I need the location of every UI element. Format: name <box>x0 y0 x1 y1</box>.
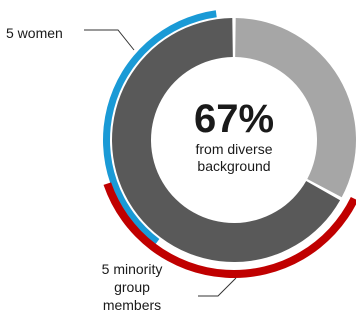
women-leader-line <box>84 29 135 51</box>
minority-arc <box>103 182 356 278</box>
highlight-arcs <box>103 10 356 278</box>
slice-diverse-background <box>111 18 341 263</box>
minority-annotation-line-2: group <box>114 279 150 295</box>
women-arc <box>103 10 217 245</box>
center-caption-line-1: from diverse <box>195 141 272 157</box>
women-annotation: 5 women <box>6 25 63 41</box>
minority-leader-line <box>198 277 237 297</box>
minority-annotation-line-1: 5 minority <box>102 261 163 277</box>
center-caption-line-2: background <box>197 158 270 174</box>
leader-lines <box>84 29 237 297</box>
slice-other <box>235 18 356 198</box>
donut-slices <box>111 18 356 263</box>
minority-annotation-line-3: members <box>103 297 161 313</box>
center-value: 67% <box>194 97 274 141</box>
